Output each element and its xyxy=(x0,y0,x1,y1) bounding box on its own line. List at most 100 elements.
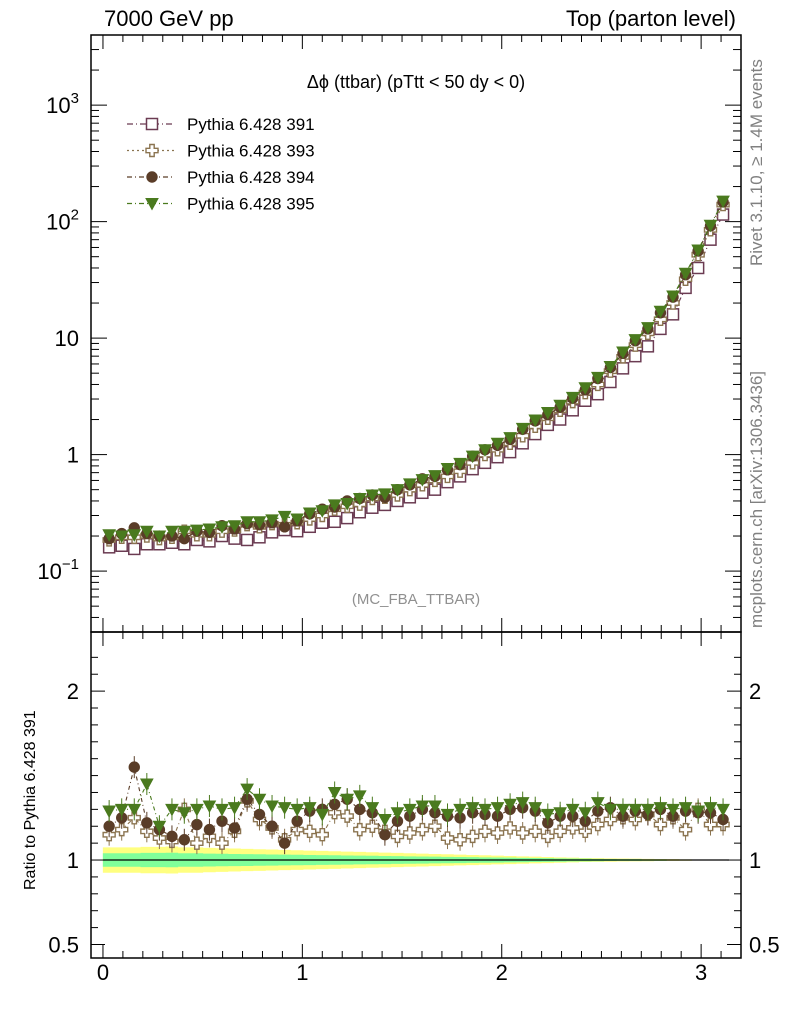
main-y-ticks xyxy=(91,34,741,633)
data-point xyxy=(653,305,668,319)
data-point xyxy=(190,803,204,817)
data-point xyxy=(628,334,643,347)
data-point xyxy=(565,803,580,817)
ratio-y-ticks xyxy=(91,656,741,945)
legend: Pythia 6.428 391 Pythia 6.428 393 Pythia 6… xyxy=(127,115,315,214)
legend-label: Pythia 6.428 395 xyxy=(187,195,315,214)
data-point xyxy=(139,525,154,539)
ratio-y-tick-label-right: 0.5 xyxy=(749,932,780,957)
data-point xyxy=(177,807,192,820)
data-point xyxy=(190,524,204,538)
data-point xyxy=(141,817,153,829)
data-point xyxy=(302,802,317,815)
data-point xyxy=(152,820,167,834)
data-point xyxy=(266,820,278,832)
data-point xyxy=(390,829,405,844)
data-point xyxy=(265,514,279,527)
data-point xyxy=(177,525,192,539)
data-point xyxy=(578,382,593,395)
ratio-plot-frame xyxy=(90,631,742,959)
data-point xyxy=(540,808,555,822)
data-point xyxy=(315,505,330,518)
data-point xyxy=(453,833,467,847)
data-point xyxy=(165,525,179,539)
ratio-series-3 xyxy=(102,773,730,838)
data-point xyxy=(166,830,178,843)
data-point xyxy=(203,823,216,836)
data-point xyxy=(328,515,341,529)
data-point xyxy=(503,821,517,835)
data-point xyxy=(653,802,668,815)
data-point xyxy=(315,827,329,842)
legend-label: Pythia 6.428 391 xyxy=(187,115,315,134)
data-point xyxy=(453,457,467,471)
data-point xyxy=(415,822,430,837)
data-point xyxy=(340,511,354,525)
data-point xyxy=(603,803,618,817)
data-point xyxy=(353,822,367,837)
data-point xyxy=(703,802,718,815)
data-point xyxy=(228,822,241,834)
x-ticks xyxy=(102,35,722,958)
data-point xyxy=(641,340,655,353)
data-point xyxy=(703,817,718,832)
data-point xyxy=(178,834,191,846)
data-point xyxy=(604,375,617,389)
data-point xyxy=(415,800,430,814)
data-point xyxy=(115,822,129,837)
data-point xyxy=(128,761,140,773)
data-point xyxy=(102,805,116,819)
legend-label: Pythia 6.428 394 xyxy=(187,168,315,187)
y-tick-label: 1 xyxy=(67,443,79,468)
data-point xyxy=(290,513,305,527)
y-tick-label: 10 xyxy=(55,326,79,351)
data-point xyxy=(515,826,530,840)
data-point xyxy=(541,829,555,844)
data-point xyxy=(703,219,718,233)
data-point xyxy=(252,793,267,807)
data-point xyxy=(390,484,405,497)
data-point xyxy=(378,813,392,827)
data-point xyxy=(114,530,129,544)
data-point xyxy=(365,819,380,833)
data-point xyxy=(616,362,630,375)
data-point xyxy=(402,478,417,491)
data-point xyxy=(666,803,680,817)
data-point xyxy=(565,391,580,405)
series-2 xyxy=(102,197,730,547)
data-point xyxy=(428,819,442,833)
data-point xyxy=(666,290,680,304)
data-point xyxy=(327,499,342,512)
ratio-y-tick-label: 0.5 xyxy=(48,932,79,957)
ratio-y-tick-label-right: 2 xyxy=(749,679,761,704)
data-point xyxy=(453,803,467,817)
data-point xyxy=(379,828,391,841)
data-point xyxy=(603,361,618,374)
data-point xyxy=(465,450,480,464)
ratio-y-axis-label: Ratio to Pythia 6.428 391 xyxy=(22,710,39,890)
data-point xyxy=(252,516,267,529)
data-point xyxy=(578,807,593,820)
y-tick-label: 10−1 xyxy=(37,556,79,584)
data-point xyxy=(365,802,380,815)
data-point xyxy=(277,510,292,524)
data-point xyxy=(440,808,455,822)
data-point xyxy=(428,800,442,814)
data-point xyxy=(102,529,116,542)
data-point xyxy=(478,803,492,817)
data-point xyxy=(490,437,505,451)
x-tick-label: 0 xyxy=(97,960,109,985)
data-point xyxy=(691,805,705,819)
data-point xyxy=(145,198,159,211)
data-point xyxy=(653,817,668,832)
data-point xyxy=(278,837,291,849)
ratio-y-tick-label: 1 xyxy=(67,848,79,873)
data-point xyxy=(629,349,642,363)
data-point xyxy=(127,529,142,542)
data-point xyxy=(352,492,367,506)
data-point xyxy=(590,371,605,385)
data-point xyxy=(128,542,141,556)
series-4 xyxy=(102,195,730,544)
data-point xyxy=(127,803,142,817)
data-point xyxy=(478,824,492,839)
